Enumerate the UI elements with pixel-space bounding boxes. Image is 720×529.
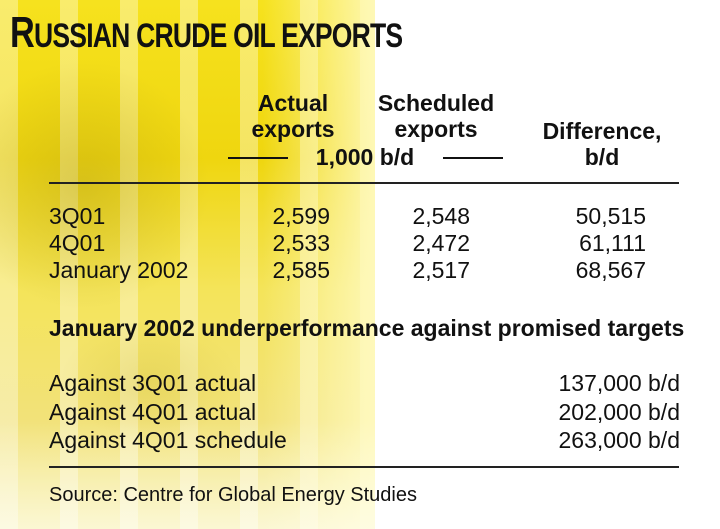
background-shade xyxy=(0,60,210,310)
underperformance-value: 263,000 b/d xyxy=(558,427,680,453)
row-label: 3Q01 xyxy=(49,203,106,229)
units-dash-right xyxy=(443,157,503,159)
header-scheduled: Scheduled exports xyxy=(356,90,516,142)
row-scheduled: 2,517 xyxy=(412,257,470,283)
row-label: January 2002 xyxy=(49,257,189,283)
header-difference-line1: Difference, xyxy=(542,118,662,144)
title-rest: USSIAN CRUDE OIL EXPORTS xyxy=(34,17,403,55)
header-scheduled-line2: exports xyxy=(394,116,478,142)
title-initial: R xyxy=(10,8,35,57)
row-scheduled: 2,472 xyxy=(412,230,470,256)
row-actual: 2,585 xyxy=(272,257,330,283)
underperformance-label: Against 3Q01 actual xyxy=(49,370,257,396)
header-actual-line1: Actual xyxy=(257,90,329,116)
background-fade xyxy=(0,420,720,529)
underperformance-label: Against 4Q01 actual xyxy=(49,399,257,425)
row-actual: 2,533 xyxy=(272,230,330,256)
underperformance-value: 202,000 b/d xyxy=(558,399,680,425)
underperformance-value: 137,000 b/d xyxy=(558,370,680,396)
header-divider xyxy=(49,182,679,184)
row-difference: 68,567 xyxy=(575,257,646,283)
table-title: RUSSIAN CRUDE OIL EXPORTS xyxy=(10,8,403,58)
header-actual-line2: exports xyxy=(251,116,335,142)
units-dash-left xyxy=(228,157,288,159)
header-units: 1,000 b/d xyxy=(315,144,415,170)
source-note: Source: Centre for Global Energy Studies xyxy=(49,484,417,506)
header-scheduled-line1: Scheduled xyxy=(377,90,495,116)
header-actual: Actual exports xyxy=(238,90,348,142)
header-difference: Difference, b/d xyxy=(522,118,682,170)
header-difference-line2: b/d xyxy=(584,144,620,170)
underperformance-label: Against 4Q01 schedule xyxy=(49,427,287,453)
footer-divider xyxy=(49,466,679,468)
row-difference: 50,515 xyxy=(575,203,646,229)
underperformance-heading: January 2002 underperformance against pr… xyxy=(49,315,685,341)
row-scheduled: 2,548 xyxy=(412,203,470,229)
row-actual: 2,599 xyxy=(272,203,330,229)
row-difference: 61,111 xyxy=(579,230,646,256)
row-label: 4Q01 xyxy=(49,230,106,256)
